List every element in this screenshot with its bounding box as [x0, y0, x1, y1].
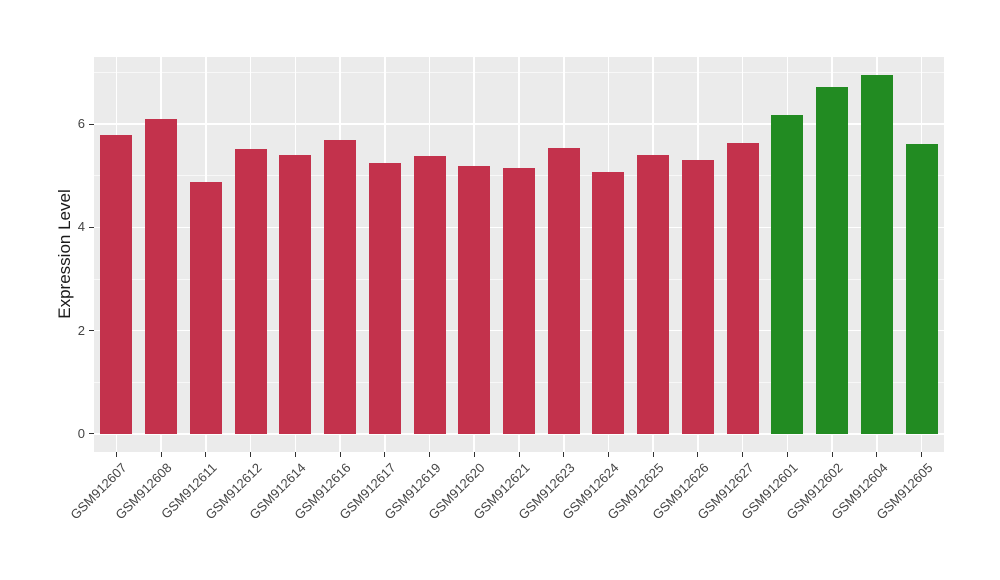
- y-tick-mark-6: [89, 123, 94, 125]
- y-tick-label-2: 2: [77, 322, 85, 338]
- bar-GSM912620: [458, 165, 491, 434]
- x-tick-mark-7: [384, 452, 386, 457]
- bar-GSM912611: [189, 181, 222, 434]
- bar-GSM912616: [324, 140, 357, 434]
- bar-GSM912605: [905, 143, 938, 434]
- x-tick-mark-2: [160, 452, 162, 457]
- y-axis-title: Expression Level: [55, 189, 74, 319]
- bar-GSM912621: [503, 168, 535, 434]
- x-tick-mark-9: [473, 452, 475, 457]
- bar-GSM912614: [279, 154, 312, 434]
- y-tick-mark-0: [89, 433, 94, 435]
- y-tick-label-0: 0: [77, 425, 85, 441]
- x-tick-mark-5: [294, 452, 296, 457]
- x-tick-mark-10: [518, 452, 520, 457]
- bar-GSM912623: [547, 148, 580, 434]
- x-tick-mark-8: [429, 452, 431, 457]
- bar-GSM912612: [234, 149, 267, 434]
- bar-GSM912624: [592, 172, 625, 434]
- x-tick-mark-14: [697, 452, 699, 457]
- bar-GSM912602: [816, 86, 849, 434]
- x-tick-mark-12: [607, 452, 609, 457]
- plot-panel: [94, 57, 944, 452]
- x-tick-mark-3: [205, 452, 207, 457]
- bar-GSM912608: [145, 118, 178, 434]
- x-tick-mark-18: [876, 452, 878, 457]
- bar-GSM912601: [771, 115, 804, 434]
- bar-GSM912619: [413, 155, 446, 434]
- y-tick-label-4: 4: [77, 219, 85, 235]
- bar-GSM912607: [100, 135, 133, 434]
- x-tick-mark-19: [921, 452, 923, 457]
- x-tick-mark-1: [115, 452, 117, 457]
- x-tick-mark-15: [742, 452, 744, 457]
- x-tick-mark-16: [786, 452, 788, 457]
- x-tick-mark-17: [831, 452, 833, 457]
- bar-GSM912626: [681, 159, 714, 434]
- bar-GSM912617: [368, 163, 401, 434]
- x-tick-mark-4: [250, 452, 252, 457]
- x-tick-mark-11: [563, 452, 565, 457]
- y-tick-mark-2: [89, 330, 94, 332]
- bar-GSM912625: [637, 155, 670, 434]
- bar-GSM912604: [860, 75, 893, 434]
- y-tick-label-6: 6: [77, 116, 85, 132]
- y-tick-mark-4: [89, 226, 94, 228]
- bar-GSM912627: [726, 142, 759, 434]
- x-tick-mark-6: [339, 452, 341, 457]
- x-tick-mark-13: [652, 452, 654, 457]
